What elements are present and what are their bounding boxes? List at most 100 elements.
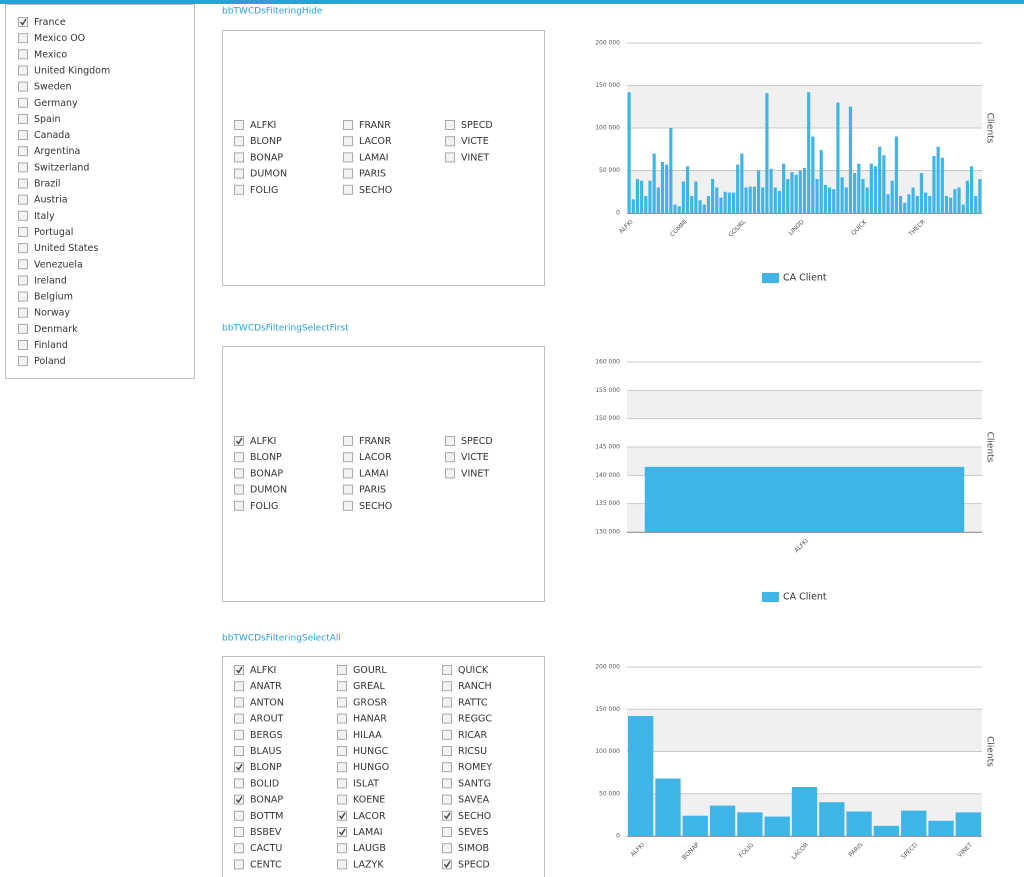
checkbox[interactable] <box>337 778 347 789</box>
checkbox[interactable] <box>234 810 244 821</box>
checkbox[interactable] <box>234 729 244 740</box>
checkbox-item[interactable]: SANTG <box>442 778 491 789</box>
checkbox-item[interactable]: VINET <box>445 468 490 479</box>
checkbox-item[interactable]: RICAR <box>442 729 488 741</box>
checkbox-item[interactable]: Norway <box>18 307 71 319</box>
checkbox-item[interactable]: Spain <box>18 113 61 125</box>
checkbox[interactable] <box>442 665 452 675</box>
checkbox[interactable] <box>234 697 244 708</box>
checkbox[interactable] <box>445 120 455 130</box>
checkbox-item[interactable]: ISLAT <box>337 778 380 789</box>
checkbox-item[interactable]: ANTON <box>234 697 285 708</box>
checkbox-item[interactable]: GOURL <box>337 665 388 676</box>
checkbox[interactable] <box>445 136 455 147</box>
checkbox[interactable] <box>442 794 452 805</box>
checkbox-item[interactable]: United Kingdom <box>18 65 111 76</box>
checkbox[interactable] <box>343 120 353 130</box>
checkbox-item[interactable]: SAVEA <box>442 794 490 806</box>
checkbox[interactable] <box>442 697 452 708</box>
checkbox[interactable] <box>343 484 353 495</box>
checkbox-item[interactable]: ROMEY <box>442 762 493 773</box>
checkbox-item[interactable]: Mexico <box>18 49 68 60</box>
checkbox-item[interactable]: LAUGB <box>337 843 386 854</box>
checkbox-item[interactable]: RATTC <box>442 697 488 708</box>
checkbox-item[interactable]: SECHO <box>343 184 393 196</box>
checkbox-item[interactable]: Poland <box>18 356 66 367</box>
checkbox[interactable] <box>234 484 244 495</box>
checkbox[interactable] <box>18 65 28 76</box>
checkbox-item[interactable]: Sweden <box>18 81 72 93</box>
checkbox-item[interactable]: Canada <box>18 130 71 141</box>
checkbox-item[interactable]: QUICK <box>442 665 489 676</box>
checkbox[interactable] <box>337 762 347 773</box>
checkbox[interactable] <box>234 794 244 805</box>
checkbox[interactable] <box>337 729 347 740</box>
checkbox[interactable] <box>18 226 28 237</box>
checkbox-item[interactable]: DUMON <box>234 484 288 496</box>
checkbox[interactable] <box>18 113 28 124</box>
checkbox[interactable] <box>18 275 28 286</box>
checkbox-item[interactable]: LACOR <box>337 810 386 822</box>
checkbox-item[interactable]: France <box>18 17 66 28</box>
checkbox[interactable] <box>337 665 347 675</box>
checkbox-item[interactable]: ANATR <box>234 681 283 692</box>
checkbox-item[interactable]: SPECD <box>442 859 490 870</box>
checkbox[interactable] <box>234 500 244 511</box>
checkbox-item[interactable]: CENTC <box>234 859 282 870</box>
checkbox-item[interactable]: AROUT <box>234 713 284 725</box>
checkbox-item[interactable]: RANCH <box>442 681 492 692</box>
checkbox-item[interactable]: FOLIG <box>234 184 279 196</box>
checkbox-item[interactable]: BERGS <box>234 729 283 741</box>
checkbox[interactable] <box>337 713 347 724</box>
checkbox-item[interactable]: ALFKI <box>234 665 277 676</box>
checkbox[interactable] <box>18 291 28 302</box>
checkbox[interactable] <box>234 152 244 163</box>
checkbox-item[interactable]: VICTE <box>445 136 489 147</box>
checkbox-item[interactable]: SECHO <box>343 500 393 512</box>
checkbox[interactable] <box>343 468 353 479</box>
checkbox-item[interactable]: Finland <box>18 340 68 351</box>
checkbox[interactable] <box>234 168 244 179</box>
checkbox-item[interactable]: BOLID <box>234 778 280 789</box>
checkbox-item[interactable]: VINET <box>445 152 490 163</box>
checkbox[interactable] <box>18 323 28 334</box>
checkbox-item[interactable]: Germany <box>18 97 79 109</box>
checkbox[interactable] <box>442 762 452 773</box>
checkbox[interactable] <box>18 243 28 254</box>
checkbox-item[interactable]: LAMAI <box>343 468 389 479</box>
checkbox-item[interactable]: LACOR <box>343 136 392 147</box>
checkbox[interactable] <box>234 778 244 789</box>
checkbox[interactable] <box>234 452 244 463</box>
checkbox-item[interactable]: BOTTM <box>234 810 284 822</box>
checkbox-item[interactable]: KOENE <box>337 794 386 806</box>
checkbox-item[interactable]: Argentina <box>18 146 81 157</box>
checkbox[interactable] <box>337 810 347 821</box>
checkbox[interactable] <box>18 49 28 60</box>
checkbox[interactable] <box>18 307 28 318</box>
checkbox-item[interactable]: BLAUS <box>234 746 282 757</box>
checkbox[interactable] <box>18 210 28 221</box>
checkbox[interactable] <box>18 194 28 205</box>
checkbox-item[interactable]: VICTE <box>445 452 489 463</box>
checkbox[interactable] <box>234 184 244 195</box>
checkbox-item[interactable]: Venezuela <box>18 259 83 270</box>
checkbox[interactable] <box>234 436 244 446</box>
checkbox-item[interactable]: GROSR <box>337 697 388 708</box>
checkbox-item[interactable]: Ireland <box>18 275 67 286</box>
checkbox-item[interactable]: PARIS <box>343 168 387 180</box>
checkbox[interactable] <box>234 120 244 130</box>
checkbox[interactable] <box>442 778 452 789</box>
checkbox-item[interactable]: BONAP <box>234 468 284 479</box>
checkbox-item[interactable]: LAMAI <box>337 827 383 838</box>
checkbox[interactable] <box>234 827 244 837</box>
checkbox[interactable] <box>337 746 347 756</box>
checkbox[interactable] <box>343 168 353 179</box>
checkbox-item[interactable]: BLONP <box>234 452 283 463</box>
checkbox-item[interactable]: Brazil <box>18 178 61 190</box>
checkbox[interactable] <box>343 184 353 195</box>
checkbox-item[interactable]: United States <box>18 243 99 254</box>
checkbox[interactable] <box>18 146 28 157</box>
checkbox[interactable] <box>442 843 452 854</box>
checkbox[interactable] <box>18 33 28 44</box>
checkbox[interactable] <box>234 468 244 479</box>
